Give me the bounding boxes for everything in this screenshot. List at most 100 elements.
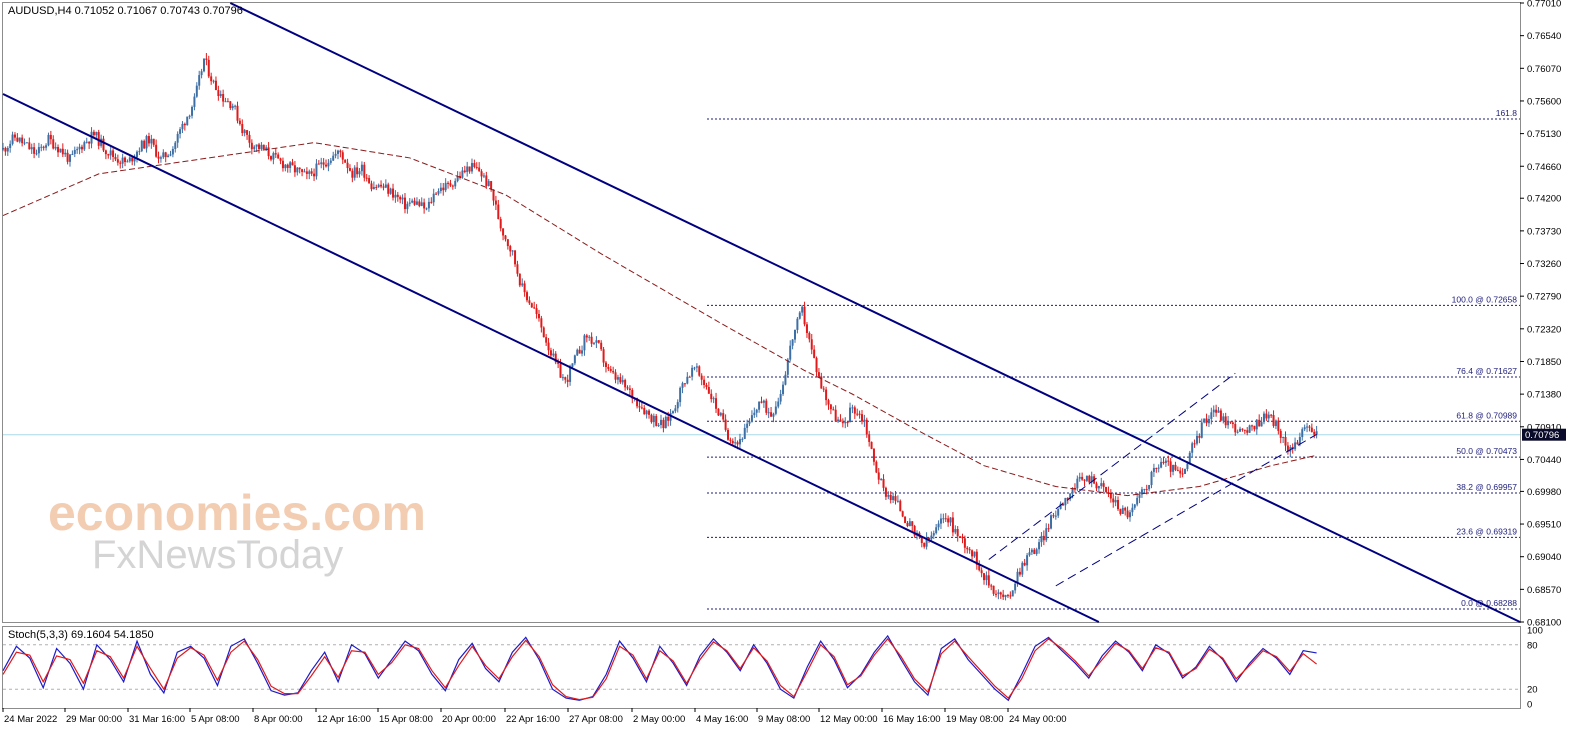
candle-body (305, 171, 308, 174)
candle-body (217, 90, 220, 97)
candle-body (1284, 436, 1287, 446)
candle-body (657, 425, 660, 427)
y-tick-label: 0.72790 (1527, 292, 1561, 303)
candle-body (863, 419, 866, 422)
candle-body (179, 129, 182, 134)
candle-body (1303, 427, 1306, 430)
candle-body (971, 550, 974, 557)
x-tick-label: 27 Apr 08:00 (569, 714, 623, 725)
candle-body (370, 183, 373, 190)
candle-body (336, 150, 339, 154)
y-tick-label: 0.74200 (1527, 194, 1561, 205)
x-tick-label: 9 May 08:00 (758, 714, 810, 725)
x-tick-label: 15 Apr 08:00 (379, 714, 433, 725)
candle-body (1100, 483, 1103, 487)
candle-body (1181, 473, 1184, 475)
candle-body (1038, 542, 1041, 550)
stoch-y-tick-label: 0 (1527, 700, 1532, 711)
candle-body (660, 419, 663, 426)
candle-body (444, 182, 447, 191)
y-tick-label: 0.74660 (1527, 162, 1561, 173)
candle-body (949, 517, 952, 523)
candle-body (738, 439, 741, 445)
candle-body (97, 132, 100, 146)
candle-body (1248, 425, 1251, 433)
candle-body (683, 383, 686, 385)
candle-body (1035, 549, 1038, 554)
candle-body (487, 181, 490, 186)
candle-body (28, 142, 31, 150)
candle-body (942, 518, 945, 520)
candle-body (71, 153, 74, 155)
candle-body (547, 342, 550, 351)
y-tick-label: 0.75600 (1527, 96, 1561, 107)
candle-body (911, 521, 914, 526)
candle-body (1145, 489, 1148, 491)
candle-body (265, 147, 268, 150)
stoch-panel-border (2, 626, 1521, 709)
candle-body (150, 138, 153, 144)
candle-body (762, 400, 765, 403)
candle-body (171, 148, 174, 155)
candle-body (346, 162, 349, 169)
candle-body (377, 184, 380, 188)
candle-body (475, 166, 478, 168)
candle-body (327, 162, 330, 167)
candle-body (341, 152, 344, 160)
candle-body (930, 535, 933, 540)
candle-body (73, 149, 76, 154)
candle-body (258, 144, 261, 150)
candle-body (549, 350, 552, 356)
candle-body (782, 384, 785, 395)
candle-body (143, 140, 146, 149)
candle-body (334, 153, 337, 156)
candle-body (770, 412, 773, 417)
candle-body (691, 367, 694, 377)
candle-body (573, 355, 576, 364)
candle-body (939, 518, 942, 524)
candle-body (1210, 412, 1213, 419)
candle-body (430, 201, 433, 203)
candle-body (523, 283, 526, 293)
candle-body (1260, 422, 1263, 427)
candle-body (124, 157, 127, 163)
candle-body (159, 157, 162, 159)
candle-body (1076, 478, 1079, 489)
candle-body (681, 383, 684, 388)
candle-body (293, 165, 296, 173)
candle-body (25, 142, 28, 144)
candle-body (1138, 494, 1141, 498)
candle-body (729, 439, 732, 441)
candle-body (793, 329, 796, 340)
y-tick-label: 0.69040 (1527, 552, 1561, 563)
candle-body (363, 164, 366, 178)
candle-body (365, 177, 368, 179)
candle-body (1160, 461, 1163, 468)
candle-body (131, 157, 134, 162)
candle-body (834, 409, 837, 422)
candle-body (1219, 410, 1222, 421)
candle-body (662, 419, 665, 429)
candle-body (765, 400, 768, 413)
candle-body (167, 155, 170, 158)
candle-body (329, 160, 332, 163)
candle-body (978, 564, 981, 571)
candle-body (727, 429, 730, 440)
candle-body (219, 93, 222, 97)
candle-body (399, 196, 402, 200)
candle-body (1133, 504, 1136, 508)
candle-body (494, 200, 497, 205)
candle-body (66, 152, 69, 162)
candle-body (772, 413, 775, 417)
candle-body (303, 171, 306, 173)
y-tick-label: 0.76540 (1527, 31, 1561, 42)
candle-body (1042, 535, 1045, 541)
candle-body (908, 521, 911, 527)
candle-body (155, 144, 158, 157)
candle-body (796, 318, 799, 330)
candle-body (894, 496, 897, 501)
candle-body (372, 186, 375, 190)
candle-body (30, 147, 33, 150)
candle-body (1030, 549, 1033, 553)
candle-body (461, 170, 464, 178)
